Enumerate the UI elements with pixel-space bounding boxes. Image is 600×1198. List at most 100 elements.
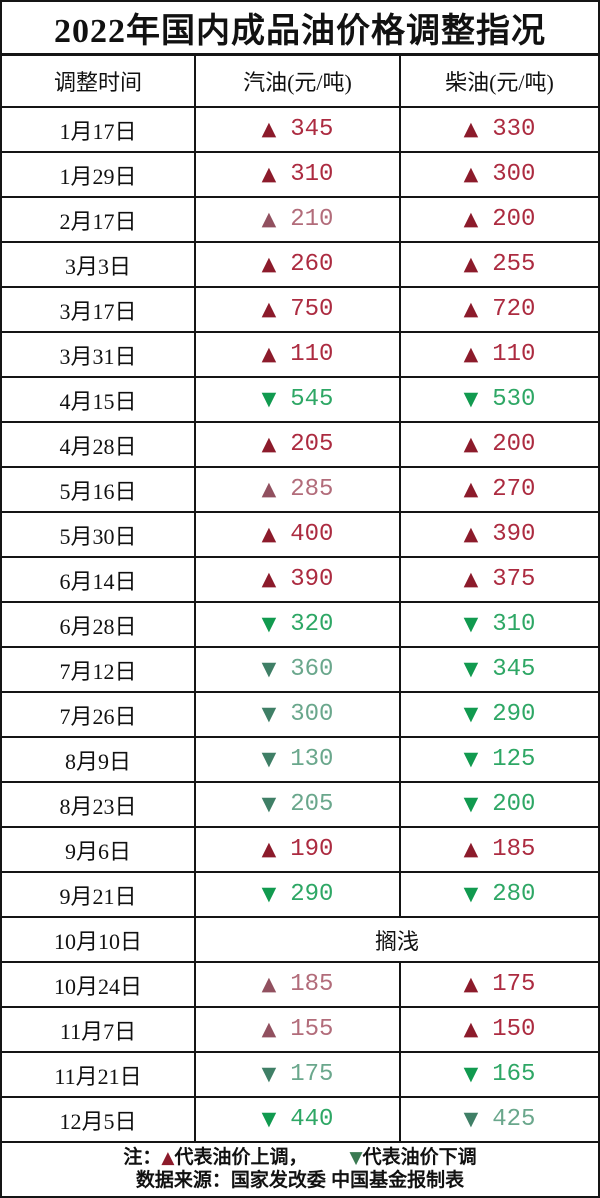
up-arrow-icon: ▲ [261, 253, 277, 275]
table-row: 9月21日 ▼ 290 ▼ 280 [2, 873, 598, 918]
price-value: 300 [290, 701, 334, 728]
price-value: 390 [290, 566, 334, 593]
price-value: 260 [290, 251, 334, 278]
price-value: 375 [492, 566, 536, 593]
diesel-cell: ▲ 270 [401, 468, 598, 511]
table-row: 1月17日 ▲ 345 ▲ 330 [2, 108, 598, 153]
price-value: 205 [290, 791, 334, 818]
date-cell: 11月21日 [2, 1053, 196, 1096]
price-value: 175 [492, 971, 536, 998]
date-cell: 9月21日 [2, 873, 196, 916]
up-arrow-icon: ▲ [261, 973, 277, 995]
down-arrow-icon: ▼ [463, 883, 479, 905]
price-value: 165 [492, 1061, 536, 1088]
header-diesel: 柴油(元/吨) [445, 70, 554, 95]
table-row: 4月28日 ▲ 205 ▲ 200 [2, 423, 598, 468]
diesel-cell: ▲ 720 [401, 288, 598, 331]
table-row: 3月17日 ▲ 750 ▲ 720 [2, 288, 598, 333]
diesel-cell: ▲ 390 [401, 513, 598, 556]
up-arrow-icon: ▲ [261, 298, 277, 320]
table-row: 3月31日 ▲ 110 ▲ 110 [2, 333, 598, 378]
diesel-cell: ▼ 310 [401, 603, 598, 646]
gasoline-cell: ▼ 440 [196, 1098, 401, 1141]
date-cell: 1月17日 [2, 108, 196, 151]
price-value: 200 [492, 206, 536, 233]
price-value: 200 [492, 431, 536, 458]
gasoline-cell: ▲ 210 [196, 198, 401, 241]
date-cell: 6月14日 [2, 558, 196, 601]
down-arrow-icon: ▼ [261, 1108, 277, 1130]
date-cell: 3月31日 [2, 333, 196, 376]
down-arrow-icon: ▼ [261, 613, 277, 635]
down-arrow-icon: ▼ [463, 658, 479, 680]
date-cell: 1月29日 [2, 153, 196, 196]
up-arrow-icon: ▲ [463, 1018, 479, 1040]
gasoline-cell: ▲ 310 [196, 153, 401, 196]
table-row: 8月9日 ▼ 130 ▼ 125 [2, 738, 598, 783]
diesel-cell: ▼ 125 [401, 738, 598, 781]
price-value: 360 [290, 656, 334, 683]
gasoline-cell: ▼ 290 [196, 873, 401, 916]
price-value: 310 [492, 611, 536, 638]
gasoline-cell: ▲ 185 [196, 963, 401, 1006]
up-arrow-icon: ▲ [463, 973, 479, 995]
data-source-line: 数据来源：国家发改委 中国基金报制表 [135, 1170, 465, 1191]
table-footnote: 注：▲代表油价上调， ▼代表油价下调 数据来源：国家发改委 中国基金报制表 [2, 1143, 598, 1196]
date-cell: 9月6日 [2, 828, 196, 871]
price-value: 530 [492, 386, 536, 413]
gasoline-cell: ▼ 320 [196, 603, 401, 646]
diesel-cell: ▼ 200 [401, 783, 598, 826]
date-cell: 10月24日 [2, 963, 196, 1006]
date-cell: 5月16日 [2, 468, 196, 511]
price-value: 150 [492, 1016, 536, 1043]
down-arrow-icon: ▼ [463, 613, 479, 635]
diesel-cell: ▲ 150 [401, 1008, 598, 1051]
gasoline-cell: ▼ 545 [196, 378, 401, 421]
diesel-cell: ▲ 200 [401, 423, 598, 466]
price-value: 310 [290, 161, 334, 188]
up-arrow-icon: ▲ [463, 433, 479, 455]
gasoline-cell: ▲ 750 [196, 288, 401, 331]
header-gasoline: 汽油(元/吨) [196, 56, 401, 106]
price-value: 290 [492, 701, 536, 728]
diesel-cell: ▼ 530 [401, 378, 598, 421]
price-value: 300 [492, 161, 536, 188]
date-cell: 7月12日 [2, 648, 196, 691]
table-row: 5月30日 ▲ 400 ▲ 390 [2, 513, 598, 558]
merged-stranded-cell: 搁浅 [374, 928, 419, 954]
up-arrow-icon: ▲ [463, 163, 479, 185]
table-row: 5月16日 ▲ 285 ▲ 270 [2, 468, 598, 513]
diesel-cell: ▲ 200 [401, 198, 598, 241]
up-arrow-icon: ▲ [261, 478, 277, 500]
price-value: 440 [290, 1106, 334, 1133]
gasoline-cell: ▲ 285 [196, 468, 401, 511]
gasoline-cell: ▼ 205 [196, 783, 401, 826]
gasoline-cell: ▲ 110 [196, 333, 401, 376]
table-row: 7月12日 ▼ 360 ▼ 345 [2, 648, 598, 693]
price-value: 425 [492, 1106, 536, 1133]
date-cell: 5月30日 [2, 513, 196, 556]
diesel-cell: ▲ 175 [401, 963, 598, 1006]
up-arrow-icon: ▲ [261, 163, 277, 185]
price-value: 125 [492, 746, 536, 773]
gasoline-cell: ▲ 205 [196, 423, 401, 466]
date-cell: 8月9日 [2, 738, 196, 781]
down-arrow-icon: ▼ [261, 1063, 277, 1085]
note-prefix: 注： [123, 1147, 162, 1168]
up-arrow-icon: ▲ [261, 1018, 277, 1040]
gasoline-cell: ▼ 130 [196, 738, 401, 781]
gasoline-cell: ▲ 400 [196, 513, 401, 556]
price-value: 545 [290, 386, 334, 413]
diesel-cell: ▼ 345 [401, 648, 598, 691]
diesel-cell: ▲ 185 [401, 828, 598, 871]
up-arrow-icon: ▲ [161, 1148, 175, 1168]
date-cell: 12月5日 [2, 1098, 196, 1141]
header-adjust-time: 调整时间 [2, 56, 196, 106]
date-cell: 4月15日 [2, 378, 196, 421]
date-cell: 8月23日 [2, 783, 196, 826]
price-value: 720 [492, 296, 536, 323]
up-arrow-icon: ▲ [463, 298, 479, 320]
table-row: 11月21日 ▼ 175 ▼ 165 [2, 1053, 598, 1098]
price-value: 330 [492, 116, 536, 143]
